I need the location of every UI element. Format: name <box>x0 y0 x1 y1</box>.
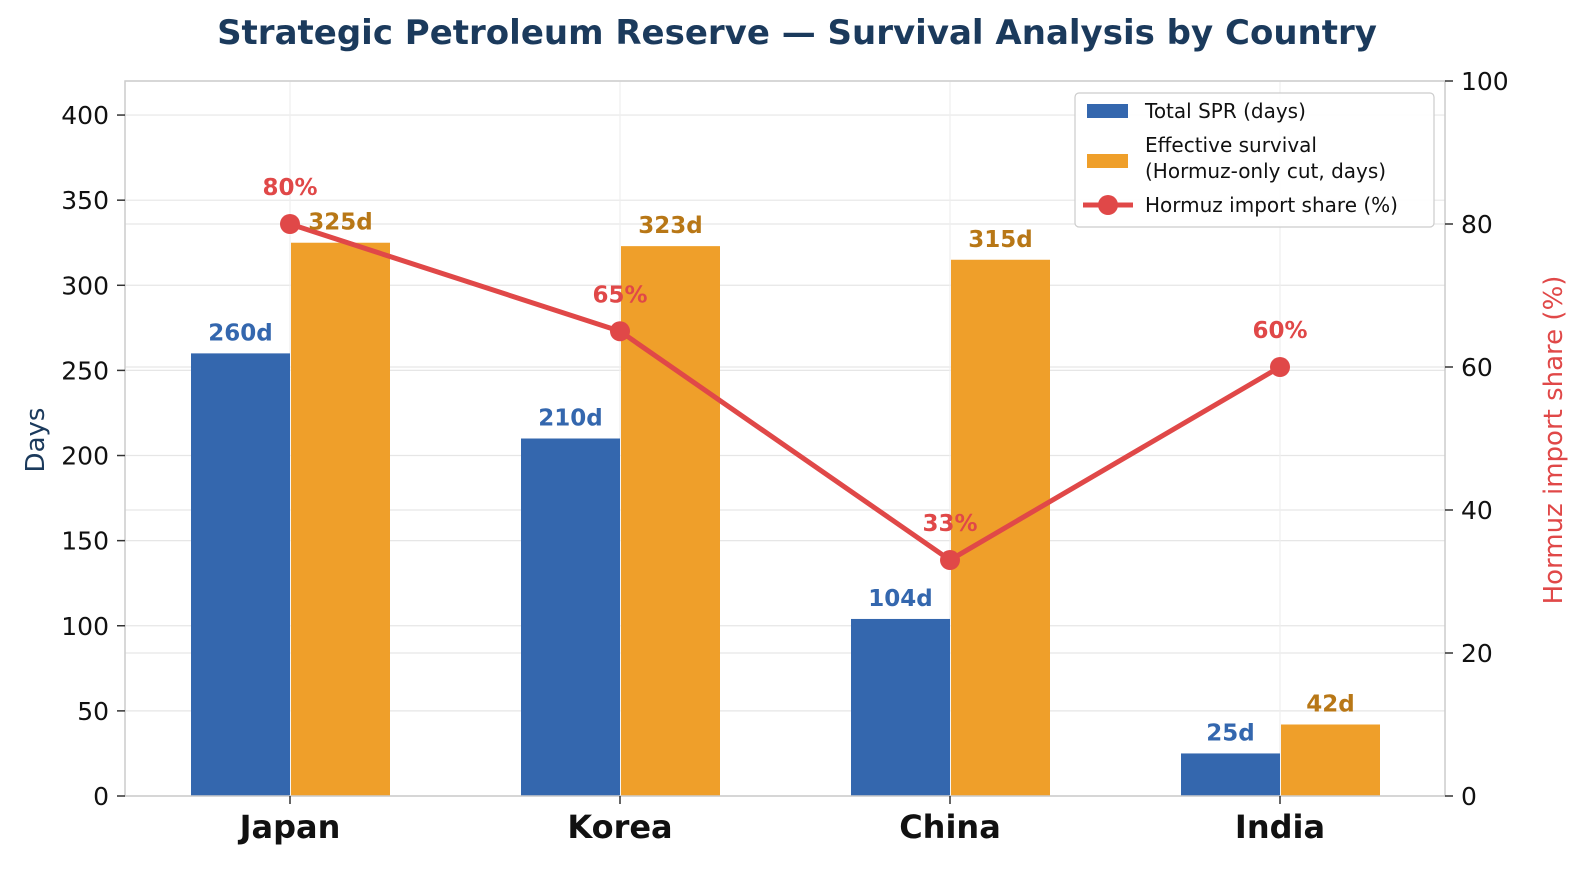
line-point <box>1270 357 1290 377</box>
y2-tick-label: 60 <box>1461 353 1493 382</box>
line-point <box>280 214 300 234</box>
y2-tick-label: 0 <box>1461 782 1477 811</box>
bar-label: 323d <box>638 213 702 239</box>
line-label: 60% <box>1252 318 1307 344</box>
line-series <box>280 214 1290 571</box>
y-tick-label: 400 <box>61 101 109 130</box>
legend-label: Hormuz import share (%) <box>1145 193 1398 217</box>
y-tick-label: 200 <box>61 442 109 471</box>
line-point <box>610 321 630 342</box>
line-point <box>940 550 960 571</box>
legend: Total SPR (days) Effective survival(Hormu… <box>1074 92 1435 228</box>
y2-tick-label: 40 <box>1461 496 1493 525</box>
bar-total-spr <box>521 438 620 796</box>
line-label: 80% <box>262 175 317 201</box>
legend-box <box>1074 92 1435 228</box>
bar-label: 260d <box>208 320 272 346</box>
y2-tick-label: 100 <box>1461 67 1509 96</box>
y-tick-label: 150 <box>61 527 109 556</box>
legend-label: Total SPR (days) <box>1144 99 1306 123</box>
y-tick-label: 0 <box>93 782 109 811</box>
y2-axis-label: Hormuz import share (%) <box>1539 276 1569 605</box>
bar-effective-survival <box>291 242 390 796</box>
bar-label: 325d <box>308 210 372 236</box>
axes: 0 50 100 150 200 250 300 350 400 0 20 40 60 80 100 Japa… <box>61 67 1508 846</box>
x-tick-label: Korea <box>567 808 672 846</box>
y-axis-label: Days <box>21 408 51 473</box>
legend-swatch-total-spr <box>1087 104 1128 118</box>
bar-total-spr <box>1181 753 1280 796</box>
x-tick-label: India <box>1235 808 1325 846</box>
legend-label: Effective survival <box>1145 133 1317 157</box>
bar-label: 210d <box>538 406 602 432</box>
y-tick-label: 250 <box>61 356 109 385</box>
bar-total-spr <box>191 353 290 796</box>
data-labels: 260d 210d 104d 25d 325d 323d 315d 42d 80% 65% 33% 6… <box>208 175 1354 746</box>
bar-label: 315d <box>968 227 1032 253</box>
line-label: 33% <box>922 511 977 537</box>
bar-label: 25d <box>1206 720 1254 746</box>
chart-title: Strategic Petroleum Reserve — Survival A… <box>217 13 1377 53</box>
bar-total-spr <box>851 618 950 796</box>
bars <box>191 242 1380 796</box>
y-tick-label: 300 <box>61 271 109 300</box>
line-hormuz-share <box>289 221 1282 563</box>
line-label: 65% <box>592 282 647 308</box>
legend-marker-hormuz <box>1098 195 1118 215</box>
legend-swatch-effective-survival <box>1087 154 1128 168</box>
bar-label: 104d <box>868 586 932 612</box>
y-tick-label: 50 <box>77 697 109 726</box>
x-tick-label: China <box>899 808 1001 846</box>
y-tick-label: 350 <box>61 186 109 215</box>
plot-frame <box>124 80 1446 797</box>
bar-label: 42d <box>1306 692 1354 718</box>
y2-tick-label: 20 <box>1461 639 1493 668</box>
y2-tick-label: 80 <box>1461 210 1493 239</box>
x-tick-label: Japan <box>238 808 341 846</box>
legend-label: (Hormuz-only cut, days) <box>1145 159 1386 183</box>
y-tick-label: 100 <box>61 612 109 641</box>
bar-effective-survival <box>621 246 720 796</box>
bar-effective-survival <box>1281 724 1380 796</box>
